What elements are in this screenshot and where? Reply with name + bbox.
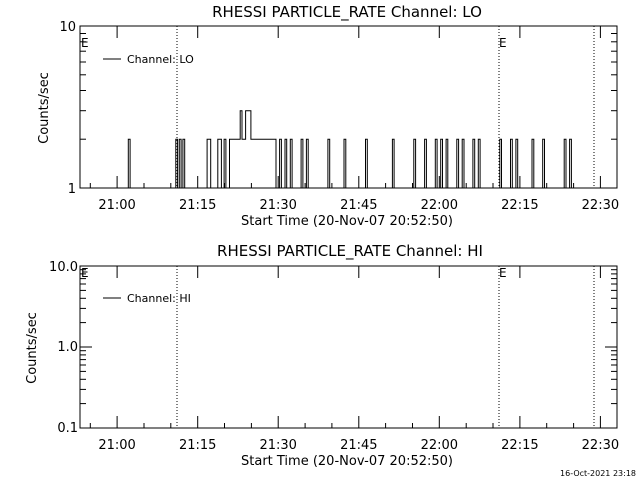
bottom-x-tick-label: 22:00 [421,438,458,453]
top-x-tick-label: 22:00 [421,198,458,213]
top-plot-frame [79,25,618,189]
top-chart-title: RHESSI PARTICLE_RATE Channel: LO [212,3,482,22]
bottom-event-marker-label: E [81,266,89,280]
bottom-x-minor-ticks [89,423,575,428]
top-x-axis-label: Start Time (20-Nov-07 20:52:50) [241,214,453,229]
top-x-tick-label: 22:30 [582,198,619,213]
footer-timestamp: 16-Oct-2021 23:18 [560,469,636,478]
top-x-ticks [116,26,601,188]
bottom-y-ticks [80,265,617,429]
bottom-y-tick-label-1.0: 1.0 [57,340,78,355]
bottom-y-axis-label: Counts/sec [25,312,40,384]
bottom-chart-title: RHESSI PARTICLE_RATE Channel: HI [217,242,483,261]
bottom-x-tick-label: 21:30 [259,438,296,453]
bottom-x-tick-label: 21:45 [340,438,377,453]
top-x-tick-label: 21:30 [259,198,296,213]
bottom-x-tick-label: 21:00 [98,438,135,453]
top-x-tick-label: 21:00 [98,198,135,213]
bottom-event-marker-label: E [499,266,507,280]
bottom-y-tick-label-10.0: 10.0 [49,260,78,275]
bottom-x-tick-label: 22:15 [501,438,538,453]
top-y-axis-label: Counts/sec [37,72,52,144]
top-x-tick-label: 21:45 [340,198,377,213]
bottom-plot-frame [79,265,618,429]
chart-top-panel: RHESSI PARTICLE_RATE Channel: LO 1 10 Co… [37,3,619,229]
top-event-marker-label: E [81,36,89,50]
bottom-x-ticks [116,266,601,428]
bottom-x-axis-label: Start Time (20-Nov-07 20:52:50) [241,454,453,469]
top-event-marker-label: E [499,36,507,50]
top-x-tick-label: 21:15 [179,198,216,213]
top-y-tick-label-1: 1 [68,182,76,197]
top-legend: Channel: LO [103,53,194,66]
bottom-x-tick-label: 22:30 [582,438,619,453]
top-y-tick-label-10: 10 [59,20,76,35]
bottom-x-tick-label: 21:15 [179,438,216,453]
bottom-legend-label: Channel: HI [127,292,191,305]
bottom-legend: Channel: HI [103,292,191,305]
top-legend-label: Channel: LO [127,53,194,66]
top-series-line [80,110,578,189]
bottom-y-tick-label-0.1: 0.1 [57,421,78,436]
top-y-ticks [80,25,617,189]
chart-bottom-panel: RHESSI PARTICLE_RATE Channel: HI 0.1 1 [25,242,619,469]
top-x-tick-label: 22:15 [501,198,538,213]
